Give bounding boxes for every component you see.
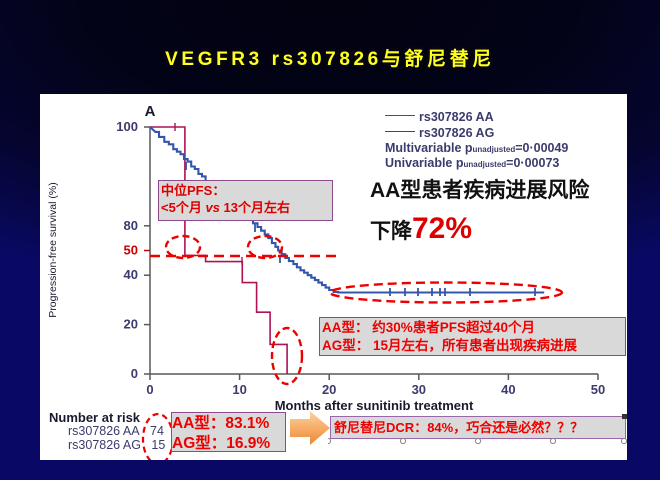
svg-text:A: A [145, 103, 156, 120]
svg-text:10: 10 [232, 382, 246, 397]
svg-text:0: 0 [146, 382, 153, 397]
svg-text:0: 0 [131, 366, 138, 381]
svg-text:50: 50 [591, 382, 605, 397]
svg-text:40: 40 [501, 382, 515, 397]
svg-text:20: 20 [322, 382, 336, 397]
svg-text:Progression-free survival (%): Progression-free survival (%) [47, 182, 59, 317]
svg-text:50: 50 [124, 243, 138, 258]
svg-text:40: 40 [124, 267, 138, 282]
svg-text:30: 30 [412, 382, 426, 397]
svg-text:80: 80 [124, 218, 138, 233]
svg-text:100: 100 [116, 119, 138, 134]
svg-text:20: 20 [124, 317, 138, 332]
